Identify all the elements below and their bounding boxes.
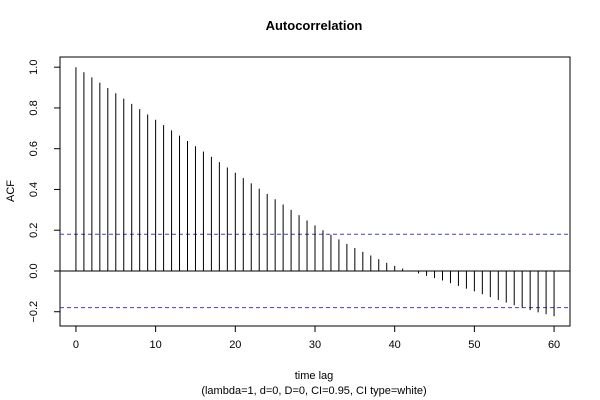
x-axis-label: time lag xyxy=(295,370,334,382)
x-tick-label: 50 xyxy=(468,339,480,351)
y-tick-label: 0.0 xyxy=(28,263,40,278)
y-tick-label: 0.2 xyxy=(28,223,40,238)
y-tick-label: 0.4 xyxy=(28,182,40,197)
y-tick-label: 0.8 xyxy=(28,100,40,115)
y-tick-label: 0.6 xyxy=(28,141,40,156)
x-tick-label: 40 xyxy=(389,339,401,351)
x-tick-label: 0 xyxy=(73,339,79,351)
x-tick-label: 30 xyxy=(309,339,321,351)
acf-bars xyxy=(75,67,555,317)
y-tick-label: −0.2 xyxy=(28,301,40,323)
x-tick-label: 60 xyxy=(548,339,560,351)
chart-title: Autocorrelation xyxy=(266,18,363,33)
y-axis-label: ACF xyxy=(5,180,17,202)
x-axis: 0 10 20 30 40 50 60 xyxy=(73,326,560,351)
y-axis: −0.2 0.0 0.2 0.4 0.6 0.8 1.0 xyxy=(28,60,60,323)
x-tick-label: 20 xyxy=(229,339,241,351)
x-tick-label: 10 xyxy=(150,339,162,351)
plot-frame xyxy=(59,56,571,327)
y-tick-label: 1.0 xyxy=(28,60,40,75)
chart-subtitle: (lambda=1, d=0, D=0, CI=0.95, CI type=wh… xyxy=(201,385,426,397)
